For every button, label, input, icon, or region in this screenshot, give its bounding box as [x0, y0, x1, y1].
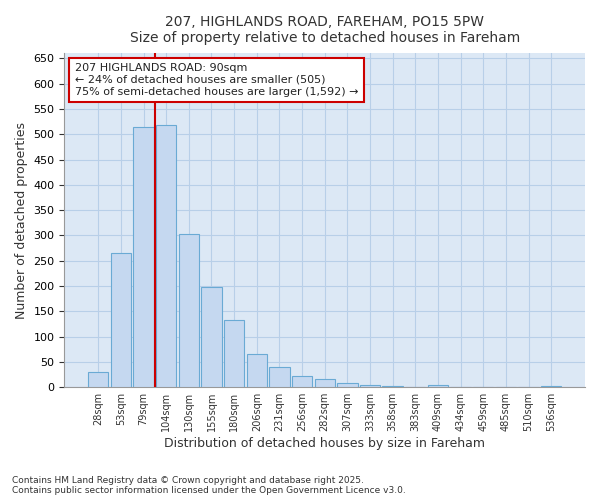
Bar	[360, 384, 380, 387]
Bar	[224, 320, 244, 387]
Bar	[292, 376, 312, 387]
Bar	[156, 125, 176, 387]
Bar	[111, 253, 131, 387]
Bar	[473, 386, 493, 387]
Bar	[405, 386, 425, 387]
Bar	[201, 287, 221, 387]
Bar	[179, 234, 199, 387]
Title: 207, HIGHLANDS ROAD, FAREHAM, PO15 5PW
Size of property relative to detached hou: 207, HIGHLANDS ROAD, FAREHAM, PO15 5PW S…	[130, 15, 520, 45]
Bar	[518, 386, 539, 387]
Bar	[88, 372, 109, 387]
Bar	[451, 386, 471, 387]
Text: Contains HM Land Registry data © Crown copyright and database right 2025.
Contai: Contains HM Land Registry data © Crown c…	[12, 476, 406, 495]
X-axis label: Distribution of detached houses by size in Fareham: Distribution of detached houses by size …	[164, 437, 485, 450]
Bar	[247, 354, 267, 387]
Bar	[382, 386, 403, 387]
Bar	[541, 386, 562, 387]
Bar	[133, 126, 154, 387]
Bar	[269, 367, 290, 387]
Bar	[496, 386, 516, 387]
Text: 207 HIGHLANDS ROAD: 90sqm
← 24% of detached houses are smaller (505)
75% of semi: 207 HIGHLANDS ROAD: 90sqm ← 24% of detac…	[75, 64, 358, 96]
Bar	[337, 383, 358, 387]
Bar	[314, 379, 335, 387]
Y-axis label: Number of detached properties: Number of detached properties	[15, 122, 28, 319]
Bar	[428, 385, 448, 387]
